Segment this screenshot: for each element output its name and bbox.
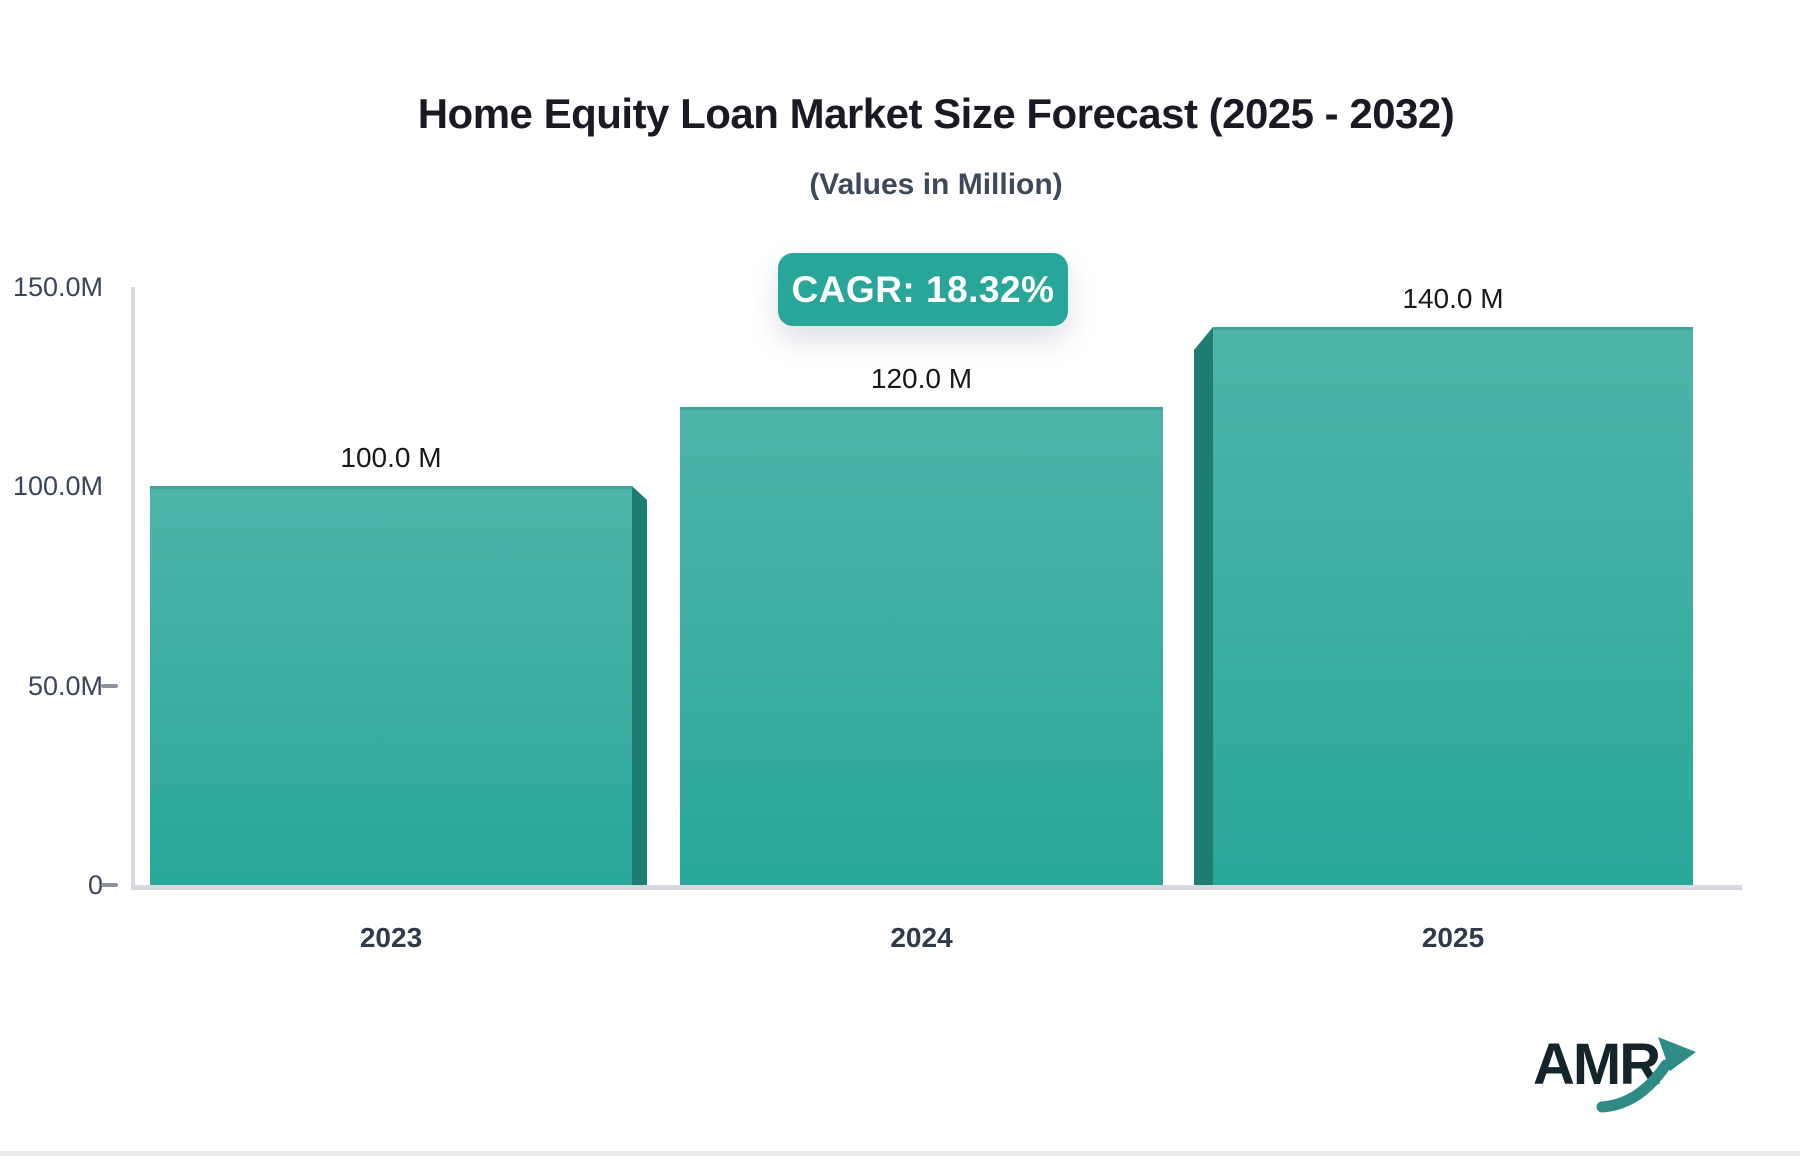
bar-2024 [680, 407, 1163, 885]
cagr-label: CAGR: 18.32% [791, 268, 1055, 310]
x-axis-label: 2025 [1421, 922, 1485, 953]
bar-2023 [150, 486, 632, 885]
y-tick-label: 150.0M [12, 272, 103, 302]
bar-2025 [1213, 327, 1693, 885]
y-tick-label: 0 [87, 870, 103, 900]
chart-title: Home Equity Loan Market Size Forecast (2… [417, 90, 1455, 137]
y-tick-mark [101, 683, 118, 688]
bar-value-label: 120.0 M [870, 363, 973, 394]
bar-value-label: 140.0 M [1402, 283, 1504, 314]
bar-3d-side [632, 486, 647, 885]
cagr-badge: CAGR: 18.32% [778, 253, 1068, 326]
amr-logo: AMR [1520, 1025, 1720, 1125]
bar-3d-side [1194, 327, 1213, 885]
growth-arrow-icon [1596, 1037, 1696, 1113]
x-axis-label: 2023 [359, 922, 423, 953]
y-tick-label: 50.0M [27, 670, 103, 701]
y-tick-mark [101, 883, 118, 887]
bar-value-label: 100.0 M [340, 442, 442, 473]
x-axis-line [131, 885, 1742, 890]
y-axis-line [131, 287, 135, 890]
x-axis-label: 2024 [890, 922, 953, 953]
chart-subtitle: (Values in Million) [809, 168, 1063, 201]
y-tick-label: 100.0M [12, 471, 103, 502]
